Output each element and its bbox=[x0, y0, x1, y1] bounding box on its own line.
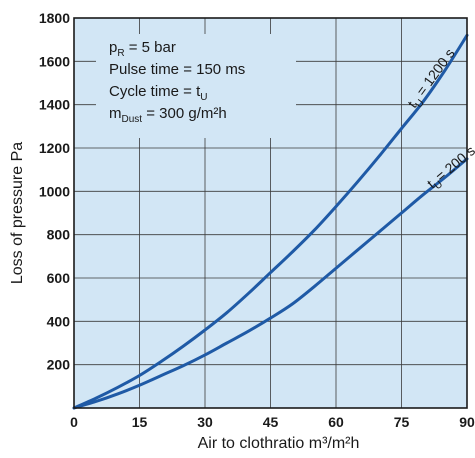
annotation-line-1: pR = 5 bar bbox=[109, 39, 176, 59]
y-tick-label-400: 400 bbox=[47, 313, 71, 329]
x-tick-label-60: 60 bbox=[328, 414, 344, 430]
annotation-line-2: Pulse time = 150 ms bbox=[109, 61, 245, 78]
series-line-tu-200s bbox=[72, 157, 469, 410]
y-tick-labels: 200 400 600 800 1000 1200 1400 1600 1800 bbox=[39, 10, 70, 373]
y-tick-label-1000: 1000 bbox=[39, 183, 70, 199]
y-tick-label-1400: 1400 bbox=[39, 97, 70, 113]
y-tick-label-800: 800 bbox=[47, 227, 71, 243]
x-tick-labels: 0 15 30 45 60 75 90 bbox=[70, 414, 475, 430]
x-axis-title: Air to clothratio m³/m²h bbox=[198, 435, 360, 452]
annotation-background bbox=[96, 34, 296, 138]
annotation-line-3: Cycle time = tU bbox=[109, 83, 208, 103]
annotation-line-4: mDust = 300 g/m²h bbox=[109, 105, 227, 125]
curves bbox=[72, 33, 469, 410]
x-tick-label-75: 75 bbox=[394, 414, 410, 430]
annotation-box: pR = 5 bar Pulse time = 150 ms Cycle time … bbox=[96, 34, 296, 138]
y-tick-label-1200: 1200 bbox=[39, 140, 70, 156]
y-axis-title: Loss of pressure Pa bbox=[9, 142, 26, 284]
x-tick-label-90: 90 bbox=[459, 414, 475, 430]
x-tick-label-30: 30 bbox=[197, 414, 213, 430]
y-tick-label-200: 200 bbox=[47, 357, 71, 373]
y-tick-label-600: 600 bbox=[47, 270, 71, 286]
plot-frame bbox=[73, 17, 468, 409]
x-tick-label-0: 0 bbox=[70, 414, 78, 430]
x-tick-label-15: 15 bbox=[132, 414, 148, 430]
series-line-tu-1200s bbox=[72, 33, 469, 410]
y-tick-label-1600: 1600 bbox=[39, 53, 70, 69]
y-tick-label-1800: 1800 bbox=[39, 10, 70, 26]
x-tick-label-45: 45 bbox=[263, 414, 279, 430]
